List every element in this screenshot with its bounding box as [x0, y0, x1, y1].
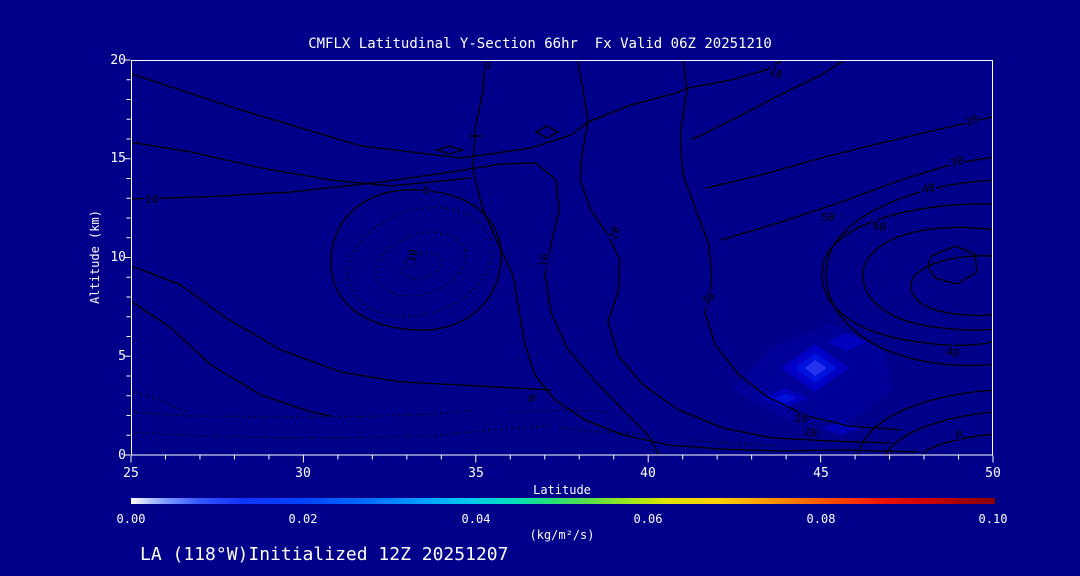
x-tick-label: 25 — [123, 466, 139, 481]
colorbar — [131, 498, 995, 504]
colorbar-tick-label: 0.02 — [288, 512, 318, 526]
init-label: LA (118°W)Initialized 12Z 20251207 — [140, 544, 509, 565]
contour-label: 20 — [963, 112, 980, 129]
contour-label: 50 — [821, 211, 834, 224]
x-tick-label: 40 — [640, 466, 656, 481]
x-axis-label: Latitude — [533, 483, 591, 497]
contour-label: 0 — [525, 392, 539, 406]
contour-label: 60 — [872, 219, 887, 234]
y-tick-label: 15 — [110, 151, 126, 166]
contour-label: 30 — [699, 289, 718, 308]
contour-label: 10 — [537, 253, 552, 268]
contour-label: 10 — [803, 425, 819, 440]
colorbar-tick-label: 0.08 — [806, 512, 836, 526]
page-title: CMFLX Latitudinal Y-Section 66hr Fx Vali… — [308, 36, 772, 52]
x-tick-label: 30 — [295, 466, 311, 481]
contour-lines — [131, 60, 993, 455]
contour-label: 10 — [767, 64, 785, 82]
x-tick-label: 45 — [813, 466, 829, 481]
contour-label: 20 — [794, 412, 807, 425]
contour-label: 0 — [956, 428, 963, 441]
contour-label: -10 — [403, 248, 421, 271]
contour-label: 40 — [945, 345, 961, 360]
colorbar-tick-label: 0.06 — [633, 512, 663, 526]
y-tick-label: 5 — [118, 349, 126, 364]
colorbar-tick-label: 0.04 — [461, 512, 491, 526]
contour-label: 0 — [484, 60, 491, 73]
flux-shading — [731, 323, 893, 435]
y-tick-label: 20 — [110, 53, 126, 68]
contour-label: 10 — [145, 193, 158, 206]
x-tick-label: 50 — [985, 466, 1001, 481]
contour-label: 30 — [949, 154, 965, 170]
plot-frame — [131, 60, 993, 456]
contour-label: 40 — [921, 181, 936, 196]
contour-label: 20 — [606, 224, 623, 241]
y-tick-label: 10 — [110, 250, 126, 265]
colorbar-tick-label: 0.10 — [978, 512, 1008, 526]
colorbar-tick-label: 0.00 — [116, 512, 146, 526]
contour-label: 0 — [423, 184, 430, 197]
axis-ticks — [123, 59, 994, 463]
x-tick-label: 35 — [468, 466, 484, 481]
colorbar-units-label: (kg/m²/s) — [529, 528, 595, 542]
y-tick-label: 0 — [118, 448, 126, 463]
